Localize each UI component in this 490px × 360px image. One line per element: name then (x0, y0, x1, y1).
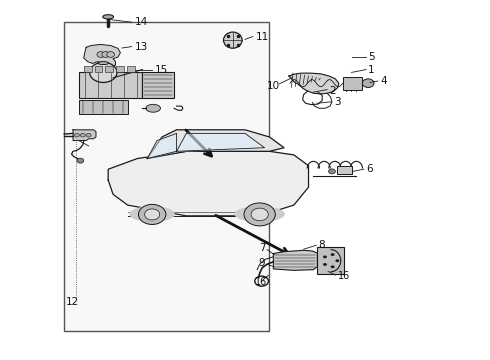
Text: 4: 4 (380, 76, 387, 86)
Circle shape (97, 51, 105, 57)
Text: 8: 8 (318, 239, 325, 249)
Bar (337, 166, 351, 174)
Circle shape (77, 158, 84, 163)
Circle shape (251, 208, 268, 221)
Circle shape (244, 203, 275, 226)
Ellipse shape (235, 207, 284, 221)
Polygon shape (73, 130, 96, 140)
Ellipse shape (130, 207, 174, 221)
Bar (116, 66, 124, 72)
Bar (143, 72, 174, 98)
Circle shape (107, 51, 115, 57)
Circle shape (329, 169, 335, 174)
Circle shape (331, 265, 335, 268)
Text: 15: 15 (155, 64, 169, 75)
Text: 14: 14 (135, 17, 148, 27)
Text: 7: 7 (259, 243, 265, 253)
Circle shape (86, 134, 91, 137)
Circle shape (335, 259, 339, 262)
Circle shape (145, 209, 160, 220)
Circle shape (323, 263, 327, 266)
Bar (95, 66, 102, 72)
Circle shape (139, 204, 166, 225)
Text: 3: 3 (334, 97, 341, 107)
Bar (105, 66, 113, 72)
Bar (84, 66, 92, 72)
Text: 6: 6 (366, 164, 373, 174)
Text: 10: 10 (267, 81, 280, 91)
Polygon shape (147, 134, 176, 158)
Circle shape (362, 79, 374, 87)
Ellipse shape (98, 62, 109, 64)
Polygon shape (289, 73, 339, 94)
Text: 16: 16 (338, 271, 350, 281)
Text: 11: 11 (256, 32, 269, 41)
Circle shape (323, 256, 327, 258)
Circle shape (74, 134, 79, 137)
Polygon shape (108, 151, 309, 216)
Bar (79, 72, 143, 98)
Bar (79, 100, 128, 114)
Ellipse shape (223, 32, 242, 48)
Text: 13: 13 (135, 42, 148, 51)
Polygon shape (273, 250, 318, 270)
Polygon shape (176, 134, 265, 151)
Text: 12: 12 (66, 297, 79, 307)
Bar (64, 22, 270, 330)
Polygon shape (84, 44, 121, 67)
Ellipse shape (103, 15, 114, 19)
Text: 9: 9 (259, 258, 265, 268)
Bar (127, 66, 135, 72)
Bar (343, 77, 362, 90)
Polygon shape (147, 130, 284, 158)
Circle shape (331, 253, 335, 256)
Ellipse shape (146, 104, 160, 112)
Bar (318, 247, 344, 274)
Circle shape (90, 62, 117, 82)
Text: 16: 16 (255, 277, 267, 287)
Text: 5: 5 (368, 52, 375, 62)
Circle shape (80, 134, 85, 137)
Text: 1: 1 (368, 64, 375, 75)
Text: 2: 2 (330, 86, 336, 96)
Circle shape (102, 51, 110, 57)
